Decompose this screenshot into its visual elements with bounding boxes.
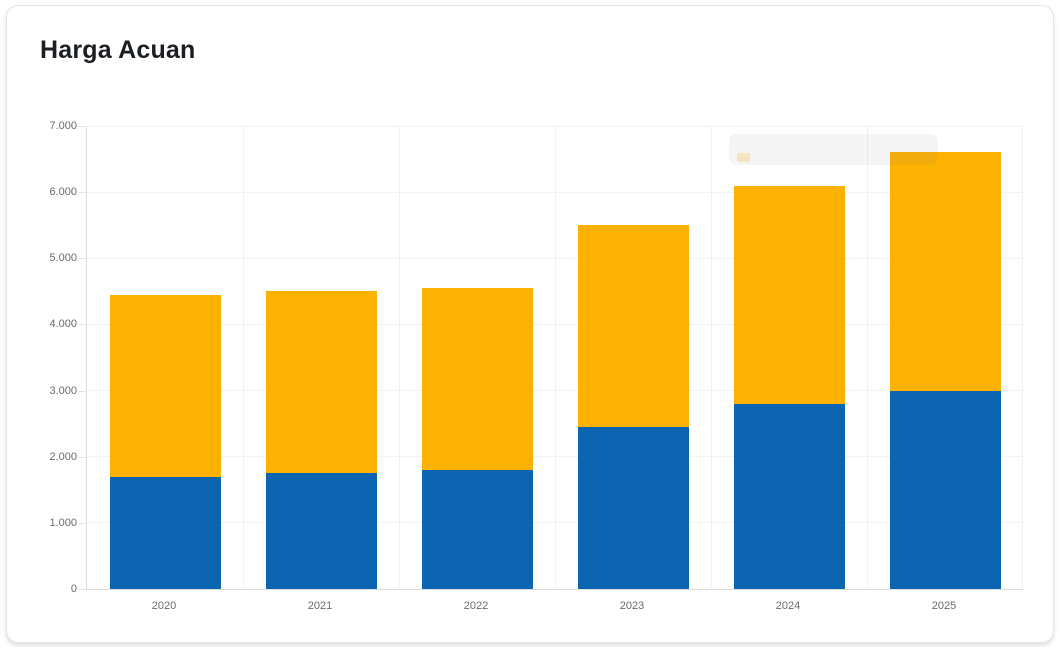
y-tick-mark [79, 522, 86, 524]
gridline-vertical [1022, 126, 1023, 589]
gridline-vertical [555, 126, 556, 589]
y-tick-label: 3.000 [49, 384, 77, 397]
y-tick-mark [79, 390, 86, 392]
x-tick-label: 2024 [775, 600, 801, 612]
y-tick-label: 7.000 [49, 120, 77, 132]
bar-segment-2020-bottom[interactable] [109, 476, 221, 589]
gridline-vertical [867, 126, 868, 589]
bar-segment-2025-bottom[interactable] [889, 390, 1001, 589]
card: Harga Acuan 0 1.000 2.000 3.000 4.000 5.000 6.… [6, 5, 1054, 643]
gridline-vertical [399, 126, 400, 589]
bar-segment-2023-top[interactable] [577, 225, 689, 427]
page-title: Harga Acuan [40, 36, 196, 64]
x-tick-label: 2025 [931, 600, 957, 612]
y-tick-mark [79, 589, 86, 590]
y-tick-label: 4.000 [49, 318, 77, 331]
y-tick-label: 0 [70, 583, 77, 595]
tooltip-color-swatch [737, 153, 750, 162]
bar-segment-2021-bottom[interactable] [265, 473, 377, 589]
chart-tooltip [729, 134, 938, 165]
y-tick-mark [79, 456, 86, 458]
bar-segment-2025-top[interactable] [889, 152, 1001, 391]
x-tick-label: 2021 [307, 600, 333, 612]
bar-segment-2024-bottom[interactable] [733, 403, 845, 589]
x-tick-label: 2020 [151, 600, 177, 612]
y-tick-mark [79, 126, 86, 127]
y-tick-mark [79, 258, 86, 260]
bar-segment-2022-bottom[interactable] [421, 469, 533, 589]
x-tick-label: 2023 [619, 600, 645, 612]
bar-segment-2024-top[interactable] [733, 185, 845, 404]
bar-segment-2020-top[interactable] [109, 294, 221, 477]
bar-segment-2022-top[interactable] [421, 288, 533, 470]
gridline-vertical [243, 126, 244, 589]
y-tick-mark [79, 324, 86, 326]
y-tick-label: 1.000 [49, 516, 77, 529]
plot-area [86, 125, 1023, 590]
y-tick-label: 6.000 [49, 186, 77, 199]
bar-segment-2023-bottom[interactable] [577, 426, 689, 589]
x-tick-label: 2022 [463, 600, 489, 612]
bar-segment-2021-top[interactable] [265, 291, 377, 474]
y-tick-label: 5.000 [49, 252, 77, 265]
x-axis: 2020 2021 2022 2023 2024 2025 [86, 595, 1022, 613]
bar-chart: 0 1.000 2.000 3.000 4.000 5.000 6.000 7.000 202… [7, 6, 1053, 642]
gridline-vertical [711, 126, 712, 589]
y-tick-label: 2.000 [49, 450, 77, 463]
y-axis: 0 1.000 2.000 3.000 4.000 5.000 6.000 7.000 [7, 120, 86, 595]
y-tick-mark [79, 192, 86, 194]
